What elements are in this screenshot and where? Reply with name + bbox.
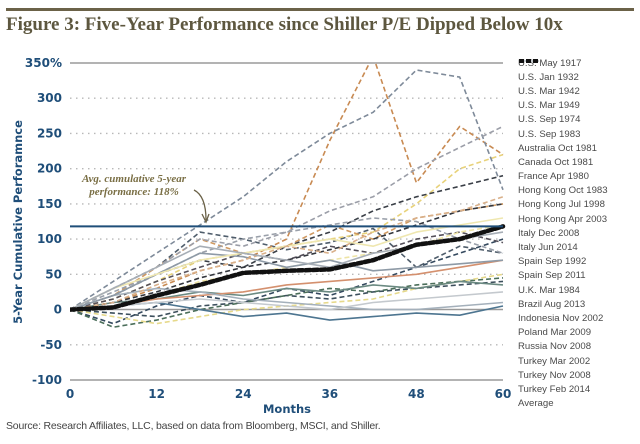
series-line-u-s-sep-1974 xyxy=(70,174,504,311)
legend-label: Turkey Feb 2014 xyxy=(518,383,591,395)
legend-item: Indonesia Nov 2002 xyxy=(518,60,640,325)
legend-label: Spain Sep 2011 xyxy=(518,270,586,282)
y-tick-label: 300 xyxy=(37,91,62,105)
legend-label: Hong Kong Oct 1983 xyxy=(518,185,608,197)
chart-title: Figure 3: Five-Year Performance since Sh… xyxy=(6,14,563,35)
legend-label: Average xyxy=(518,398,554,410)
legend-label: U.K. Mar 1984 xyxy=(518,284,580,296)
series-line-u-k-mar-1984 xyxy=(70,203,504,311)
series-line-turkey-feb-2014 xyxy=(70,291,504,311)
legend-label: Turkey Nov 2008 xyxy=(518,369,591,381)
x-tick-label: 60 xyxy=(495,387,512,401)
annotation-line-2: performance: 118% xyxy=(88,186,179,198)
legend-item: Hong Kong Oct 1983 xyxy=(518,60,640,198)
x-tick-labels: 0 12 24 36 48 60 xyxy=(66,387,512,401)
y-tick-label: -100 xyxy=(32,373,62,387)
legend-label: Italy Jun 2014 xyxy=(518,242,578,254)
legend-item: Poland Mar 2009 xyxy=(518,60,640,340)
x-tick-label: 24 xyxy=(235,387,252,401)
y-tick-label: -50 xyxy=(40,338,62,352)
legend-label: U.S. May 1917 xyxy=(518,57,582,69)
legend-item: Italy Dec 2008 xyxy=(518,60,640,240)
legend-label: France Apr 1980 xyxy=(518,171,589,183)
legend-item: Spain Sep 2011 xyxy=(518,60,640,283)
legend: U.S. May 1917 U.S. Jan 1932 U.S. Mar 1942 U… xyxy=(518,56,640,411)
x-tick-label: 48 xyxy=(408,387,425,401)
y-tick-labels: -100 -50 0 50 100 150 200 250 300 350% xyxy=(25,56,62,387)
legend-item: France Apr 1980 xyxy=(518,60,640,184)
legend-label: Hong Kong Jul 1998 xyxy=(518,199,605,211)
legend-item: Turkey Mar 2002 xyxy=(518,60,640,368)
legend-item: Hong Kong Jul 1998 xyxy=(518,60,640,212)
source-note: Source: Research Affiliates, LLC, based … xyxy=(6,420,381,432)
x-tick-label: 36 xyxy=(321,387,338,401)
series-line-average xyxy=(70,224,506,312)
legend-label: Turkey Mar 2002 xyxy=(518,355,591,367)
x-tick-label: 12 xyxy=(148,387,165,401)
legend-label: U.S. Jan 1932 xyxy=(518,71,579,83)
y-tick-label: 200 xyxy=(37,162,62,176)
series-line-italy-dec-2008 xyxy=(70,301,504,321)
y-tick-label: 50 xyxy=(45,267,62,281)
legend-label: U.S. Sep 1983 xyxy=(518,128,581,140)
title-rule xyxy=(6,8,634,11)
y-axis-label: 5-Year Cumulative Perforamnce xyxy=(11,120,25,324)
y-tick-label: 0 xyxy=(54,303,62,317)
series-line-australia-oct-1981 xyxy=(70,280,504,318)
legend-label: Australia Oct 1981 xyxy=(518,142,597,154)
legend-label: Spain Sep 1992 xyxy=(518,256,587,268)
series-line-turkey-mar-2002 xyxy=(70,196,504,311)
legend-item: U.S. Jan 1932 xyxy=(518,60,640,84)
y-tick-label: 150 xyxy=(37,197,62,211)
legend-item: Turkey Nov 2008 xyxy=(518,60,640,382)
legend-item: U.S. Mar 1949 xyxy=(518,60,640,113)
legend-item: Italy Jun 2014 xyxy=(518,60,640,254)
legend-label: Brazil Aug 2013 xyxy=(518,298,586,310)
legend-label: Poland Mar 2009 xyxy=(518,327,592,339)
annotation-arrow xyxy=(193,189,207,221)
legend-label: Indonesia Nov 2002 xyxy=(518,312,604,324)
legend-item: Brazil Aug 2013 xyxy=(518,60,640,311)
y-tick-label: 350% xyxy=(25,56,62,70)
legend-item: U.K. Mar 1984 xyxy=(518,60,640,297)
legend-item: Russia Nov 2008 xyxy=(518,60,640,354)
legend-label: U.S. Sep 1974 xyxy=(518,114,581,126)
legend-item: Turkey Feb 2014 xyxy=(518,60,640,396)
y-tick-label: 100 xyxy=(37,232,62,246)
series-line-poland-mar-2009 xyxy=(70,252,504,311)
legend-item: U.S. Sep 1983 xyxy=(518,60,640,141)
legend-label: U.S. Mar 1942 xyxy=(518,85,580,97)
series-line-u-s-mar-1949 xyxy=(70,63,504,311)
legend-label: U.S. Mar 1949 xyxy=(518,100,580,112)
legend-label: Italy Dec 2008 xyxy=(518,227,580,239)
x-tick-label: 0 xyxy=(66,387,74,401)
legend-label: Hong Kong Apr 2003 xyxy=(518,213,608,225)
legend-label: Canada Oct 1981 xyxy=(518,156,594,168)
legend-item: U.S. Sep 1974 xyxy=(518,60,640,127)
series-lines xyxy=(70,63,506,329)
grid-lines xyxy=(70,62,503,381)
legend-item: Hong Kong Apr 2003 xyxy=(518,60,640,226)
y-tick-label: 250 xyxy=(37,126,62,140)
x-axis-label: Months xyxy=(263,402,311,416)
legend-item: U.S. Mar 1942 xyxy=(518,60,640,98)
annotation-line-1: Avg. cumulative 5-year xyxy=(81,173,187,185)
series-line-canada-oct-1981 xyxy=(70,277,504,329)
legend-swatch xyxy=(519,59,539,63)
annotation-arrowhead xyxy=(201,213,210,224)
legend-item: Spain Sep 1992 xyxy=(518,60,640,269)
legend-item: Average xyxy=(518,59,640,411)
legend-item: Australia Oct 1981 xyxy=(518,60,640,155)
legend-label: Russia Nov 2008 xyxy=(518,341,592,353)
legend-item: Canada Oct 1981 xyxy=(518,60,640,169)
